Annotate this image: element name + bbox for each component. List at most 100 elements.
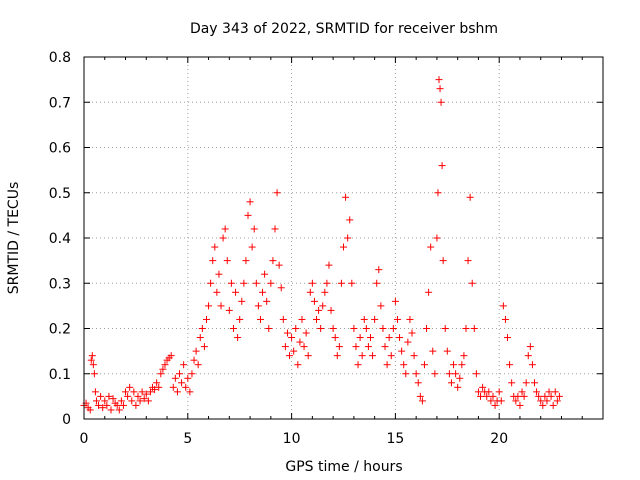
data-point [425,288,433,296]
data-point [325,261,333,269]
data-point [487,397,495,405]
data-point [219,234,227,242]
data-point [97,392,105,400]
data-point [292,325,300,332]
data-point [489,392,497,400]
data-point [501,315,509,323]
data-point [366,334,374,342]
data-point [119,401,127,409]
data-point [310,297,318,305]
data-point [443,347,451,355]
data-point [155,383,163,391]
x-tick-label: 5 [183,431,192,447]
data-point [535,392,543,400]
data-point [402,370,410,378]
data-point [420,361,428,369]
data-point [161,361,169,369]
data-point [516,401,524,409]
data-point [273,189,281,197]
data-point [434,189,442,197]
data-point [520,392,528,400]
data-point [460,352,468,360]
data-point [265,325,273,332]
data-point [445,370,453,378]
data-point [539,401,547,409]
data-point [350,325,358,332]
data-point [238,297,246,305]
data-point [194,361,202,369]
data-point [431,370,439,378]
data-point [508,379,516,387]
y-tick-label: 0.1 [49,367,71,383]
data-point [169,383,177,391]
data-point [136,397,144,405]
data-point [95,401,103,409]
data-point [418,397,426,405]
data-point [269,257,277,265]
data-point [533,388,541,396]
data-point [377,302,385,310]
x-axis-label: GPS time / hours [285,459,402,475]
data-point [250,225,258,233]
data-point [242,257,250,265]
data-point [87,356,95,364]
data-point [124,392,132,400]
data-point [458,361,466,369]
data-point [436,85,444,93]
data-point [346,216,354,224]
data-point [117,397,125,405]
y-tick-label: 0 [62,412,71,428]
data-point [227,279,235,287]
data-point [331,334,339,342]
data-point [524,352,532,360]
data-point [277,284,285,292]
x-tick-label: 15 [386,431,404,447]
data-point [103,401,111,409]
data-point [387,352,395,360]
data-point [259,288,267,296]
data-point [551,388,559,396]
data-point [271,225,279,233]
data-point [225,306,233,314]
data-point [358,352,366,360]
data-point [354,361,362,369]
data-point [438,162,446,170]
data-point [321,288,329,296]
data-point [477,392,485,400]
data-point [530,379,538,387]
y-tick-label: 0.4 [49,231,71,247]
data-point [281,343,289,351]
data-point [474,388,482,396]
data-point [213,288,221,296]
data-point [504,334,512,342]
data-point [360,315,368,323]
data-point [256,315,264,323]
data-point [337,279,345,287]
data-point [248,243,256,251]
data-point [518,388,526,396]
data-point [279,315,287,323]
data-point [340,243,347,251]
data-point [342,193,350,201]
data-point [344,234,352,242]
data-point [254,302,262,310]
data-point [553,397,561,405]
data-point [286,352,294,360]
data-point [184,374,192,382]
data-point [541,392,549,400]
data-point [142,390,150,398]
data-point [115,406,123,414]
data-point [99,404,107,412]
data-point [433,234,441,242]
data-point [472,370,480,378]
data-point [261,270,269,278]
data-point [202,315,210,323]
data-point [514,392,522,400]
data-point [207,279,215,287]
data-point [196,334,204,342]
data-point [211,243,219,251]
data-point [304,352,312,360]
data-point [275,261,283,269]
data-point [186,388,194,396]
